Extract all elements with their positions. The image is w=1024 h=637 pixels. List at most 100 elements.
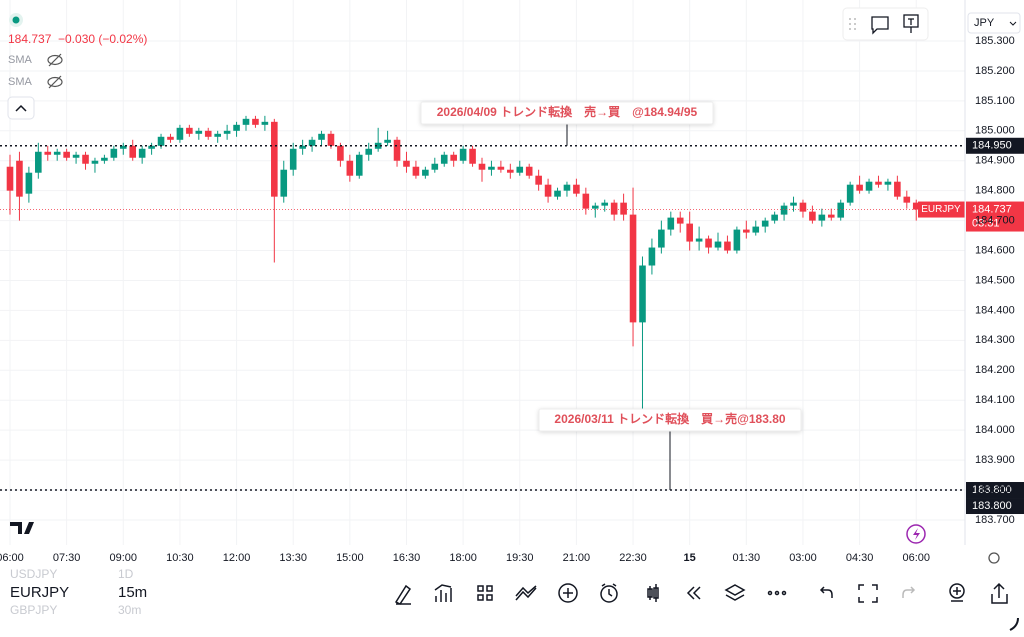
bottom-bar bbox=[0, 568, 1024, 637]
y-tick-label: 184.600 bbox=[975, 244, 1015, 256]
candle-body bbox=[837, 202, 845, 218]
candle-body bbox=[138, 148, 146, 158]
candle-body bbox=[318, 133, 325, 140]
candle-body bbox=[393, 139, 401, 161]
drag-handle bbox=[849, 18, 856, 30]
y-tick-label: 184.200 bbox=[975, 364, 1015, 376]
candle-body bbox=[761, 220, 769, 227]
y-tick-label: 184.800 bbox=[975, 185, 1015, 197]
undo-button[interactable] bbox=[819, 586, 833, 598]
candle-body bbox=[431, 163, 439, 170]
x-tick-label: 18:00 bbox=[449, 552, 477, 564]
x-tick-label: 04:30 bbox=[846, 552, 874, 564]
candle-body bbox=[327, 133, 335, 146]
watch-symbol[interactable]: GBPJPY bbox=[10, 603, 57, 617]
compare-button[interactable] bbox=[515, 585, 537, 601]
candle-body bbox=[157, 136, 165, 146]
candle-body bbox=[176, 127, 184, 140]
hline-tag bbox=[966, 137, 1024, 154]
candle-body bbox=[374, 142, 382, 149]
candle-body bbox=[82, 154, 89, 164]
alert-button[interactable] bbox=[600, 585, 618, 603]
candle-body bbox=[724, 241, 731, 251]
candle-body bbox=[384, 139, 391, 143]
redo-button[interactable] bbox=[902, 586, 916, 598]
fullscreen-button[interactable] bbox=[858, 584, 878, 603]
comment-button[interactable] bbox=[871, 16, 889, 35]
more-button[interactable] bbox=[781, 590, 787, 596]
candle-body bbox=[214, 133, 221, 137]
candle-body bbox=[204, 130, 212, 137]
candle-body bbox=[129, 145, 137, 158]
watch-symbol[interactable]: EURJPY bbox=[10, 584, 69, 601]
x-tick-label: 21:00 bbox=[563, 552, 591, 564]
collapse-button[interactable] bbox=[7, 96, 35, 120]
candle-body bbox=[308, 139, 316, 146]
candle-body bbox=[780, 205, 788, 215]
symbol-tag-label: EURJPY bbox=[921, 204, 961, 215]
candle-body bbox=[223, 130, 231, 134]
replay-button[interactable] bbox=[686, 586, 701, 600]
candle-body bbox=[63, 151, 70, 158]
candles bbox=[6, 115, 920, 410]
x-tick-label: 22:30 bbox=[619, 552, 647, 564]
layers-button[interactable] bbox=[724, 584, 746, 601]
draw-tool-button[interactable] bbox=[394, 584, 412, 605]
candle-body bbox=[167, 136, 174, 140]
grid bbox=[0, 0, 965, 545]
layout-button[interactable] bbox=[477, 585, 493, 601]
chart-type-button[interactable] bbox=[647, 584, 659, 602]
candle-body bbox=[667, 217, 675, 230]
candle-body bbox=[865, 181, 873, 191]
candle-body bbox=[6, 166, 14, 191]
watch-interval[interactable]: 15m bbox=[118, 584, 147, 601]
currency-label: JPY bbox=[974, 17, 995, 29]
watch-interval[interactable]: 1D bbox=[118, 567, 134, 581]
currency-box[interactable] bbox=[967, 12, 1021, 34]
y-tick-label: 184.500 bbox=[975, 274, 1015, 286]
currency-caret bbox=[1009, 21, 1017, 26]
add-button[interactable] bbox=[558, 583, 578, 603]
y-tick-label: 184.300 bbox=[975, 334, 1015, 346]
candle-body bbox=[912, 202, 920, 210]
y-tick-label: 185.100 bbox=[975, 95, 1015, 107]
candle-body bbox=[733, 229, 741, 251]
candle-body bbox=[516, 166, 524, 173]
candle-body bbox=[412, 166, 420, 176]
hline-tag bbox=[966, 482, 1024, 499]
annotation-box bbox=[420, 101, 714, 125]
y-tick-label: 185.300 bbox=[975, 35, 1015, 47]
candle-body bbox=[705, 238, 712, 248]
candle-body bbox=[148, 145, 155, 149]
watch-interval[interactable]: 30m bbox=[118, 603, 141, 617]
candle-body bbox=[629, 214, 637, 323]
candle-body bbox=[601, 202, 609, 206]
candle-body bbox=[252, 118, 259, 125]
indicators-button[interactable] bbox=[434, 584, 452, 602]
share-button[interactable] bbox=[991, 582, 1008, 604]
candle-body bbox=[488, 166, 495, 170]
text-tool-icon bbox=[908, 18, 914, 33]
candle-body bbox=[337, 145, 344, 161]
candle-body bbox=[299, 145, 306, 149]
candle-body bbox=[563, 184, 571, 191]
overlay: EURJPY 184.737 03:31 184.950 183.800 183.800 2… bbox=[0, 101, 1024, 515]
hide-icons[interactable] bbox=[47, 53, 63, 89]
publish-button[interactable] bbox=[949, 583, 965, 599]
y-tick-label: 184.900 bbox=[975, 155, 1015, 167]
y-tick-label: 185.200 bbox=[975, 65, 1015, 77]
candle-body bbox=[799, 202, 807, 212]
settings-button[interactable] bbox=[988, 552, 1000, 564]
candle-body bbox=[903, 196, 911, 203]
lightning-icon bbox=[913, 528, 920, 540]
candle-body bbox=[535, 175, 542, 185]
watch-symbol[interactable]: USDJPY bbox=[10, 567, 57, 581]
loading-arc bbox=[1009, 617, 1019, 631]
candle-body bbox=[72, 154, 80, 158]
candle-body bbox=[459, 148, 467, 161]
y-tick-label: 184.700 bbox=[975, 215, 1015, 227]
y-tick-label: 184.000 bbox=[975, 424, 1015, 436]
candle-body bbox=[894, 181, 901, 197]
candle-body bbox=[119, 145, 127, 149]
candle-body bbox=[818, 214, 826, 221]
